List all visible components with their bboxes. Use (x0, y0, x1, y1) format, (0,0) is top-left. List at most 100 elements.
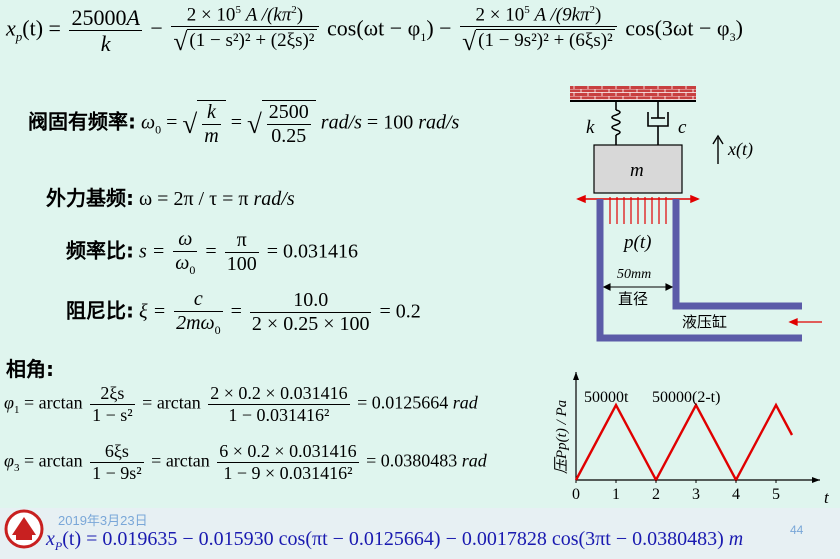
term2-fraction: 2 × 105 A /(kπ2) √ (1 − s²)² + (2ξs)² (171, 4, 319, 57)
natural-freq-result: = 100 (366, 111, 414, 134)
phi3-den1: 1 − 9s² (92, 462, 142, 483)
phi3-symbol: φ (4, 450, 14, 471)
phi1-den2: 1 − 0.031416² (228, 404, 330, 425)
freq-ratio-den1: ω (175, 252, 190, 274)
phi1-arctan-1: arctan (38, 392, 83, 413)
phi3-frac1: 6ξs 1 − 9s² (90, 441, 144, 483)
pt-label: p(t) (622, 232, 651, 253)
diameter-dimension (602, 283, 674, 291)
natural-freq-label: 阀固有频率: (28, 109, 136, 134)
x-tick-label: 5 (772, 486, 780, 503)
y-axis-arrow-icon (573, 372, 579, 380)
term2-den: (1 − s²)² + (2ξs)² (187, 29, 317, 52)
x-tick-label: 1 (612, 486, 620, 503)
damping-num2: 10.0 (249, 289, 372, 314)
eq1-num: k (207, 101, 216, 123)
x-tick-label: 2 (652, 486, 660, 503)
spring-icon (611, 101, 621, 145)
cylinder-label: 液压缸 (682, 313, 727, 331)
force-freq-unit: rad/s (253, 188, 295, 210)
phi1-frac2: 2 × 0.2 × 0.031416 1 − 0.031416² (208, 383, 350, 425)
damping-den1: 2mω (176, 312, 215, 334)
phi1-num1: 2ξs (90, 383, 135, 405)
y-axis-label: 压Pp(t) / Pa (554, 400, 570, 474)
footer-bar (0, 508, 840, 559)
damper-icon (647, 101, 669, 145)
footer-formula-sub: P (54, 539, 63, 553)
annotation-falling: 50000(2-t) (652, 389, 720, 406)
top-formula: xp(t) = 25000A k − 2 × 105 A /(kπ2) √ (1 … (6, 4, 743, 57)
k-label: k (586, 117, 595, 138)
phi3-arctan-1: arctan (38, 450, 83, 471)
ceiling-hatch (570, 86, 696, 100)
phi1-num2: 2 × 0.2 × 0.031416 (208, 383, 350, 405)
footer-formula-x: x (46, 528, 55, 550)
term1-fraction: 25000A k (69, 5, 142, 57)
page-number: 44 (790, 523, 804, 537)
pressure-wave-chart: 0 1 2 3 4 5 t 压Pp(t) / Pa 50000t 50000(2-t) (554, 372, 830, 507)
omega0-symbol: ω (141, 111, 156, 134)
phi1-arctan-2: arctan (156, 392, 201, 413)
x-tick-label: 4 (732, 486, 740, 503)
freq-ratio-num2: π (224, 229, 259, 254)
phi3-line: φ3 = arctan 6ξs 1 − 9s² = arctan 6 × 0.2 … (4, 441, 487, 483)
damping-ratio-line: 阻尼比: ξ = c 2mω0 = 10.0 2 × 0.25 × 100 = 0.… (66, 288, 421, 337)
footer-formula-unit: m (728, 528, 744, 550)
phi3-den2: 1 − 9 × 0.031416² (223, 462, 353, 483)
unit-rad-s-1: rad/s (320, 111, 362, 134)
term3-cos: cos(3ωt − φ (625, 15, 730, 41)
phi1-symbol: φ (4, 392, 14, 413)
damping-ratio-label: 阻尼比: (66, 298, 134, 323)
unit-rad-s-2: rad/s (418, 111, 460, 134)
phi3-unit: rad (461, 450, 487, 471)
sqrt-numeric: √ 2500 0.25 (247, 100, 316, 148)
term3-den: (1 − 9s²)² + (6ξs)² (476, 29, 615, 52)
freq-ratio-frac1: ω ω0 (173, 228, 198, 277)
term3-num-exp: 5 (524, 4, 530, 16)
x-tick-label: 0 (572, 486, 580, 503)
mass-label: m (630, 160, 644, 181)
damping-num1: c (193, 288, 203, 310)
phi3-frac2: 6 × 0.2 × 0.031416 1 − 9 × 0.031416² (217, 441, 359, 483)
force-freq-label: 外力基频: (46, 186, 134, 210)
diameter-label: 直径 (618, 291, 648, 308)
formula-lhs-sub: p (15, 28, 23, 44)
freq-ratio-num1: ω (178, 228, 193, 250)
formula-lhs-arg: (t) (22, 15, 44, 41)
natural-freq-line: 阀固有频率: ω0 = √ k m = √ 2500 0.25 rad/s = 100 … (28, 100, 460, 148)
footer-date: 2019年3月23日 (58, 513, 148, 528)
c-label: c (678, 117, 687, 138)
damping-den2: 2 × 0.25 × 100 (251, 313, 370, 336)
x-up-arrow-icon (712, 134, 724, 164)
phi1-den1: 1 − s² (92, 404, 133, 425)
force-freq-line: 外力基频: ω = 2π / τ = π rad/s (46, 182, 295, 211)
phi1-frac1: 2ξs 1 − s² (90, 383, 135, 425)
freq-ratio-s: s = (139, 240, 166, 263)
pressure-series-line (574, 402, 794, 483)
term2-num-rest: A /(kπ (245, 4, 292, 26)
mass-spring-diagram: k c m x(t) p(t) 50mm 直径 液压缸 (570, 86, 822, 342)
freq-ratio-den2: 100 (226, 253, 257, 276)
damping-frac1: c 2mω0 (174, 288, 223, 337)
annotation-rising: 50000t (584, 389, 629, 406)
formula-lhs: x (6, 15, 16, 41)
term1-den: k (100, 30, 111, 56)
term2-num-exp: 5 (235, 4, 241, 16)
x-axis-label: t (824, 488, 830, 507)
term3-num: 2 × 10 (475, 4, 525, 26)
damping-result: = 0.2 (379, 300, 421, 323)
phi3-arctan-2: arctan (165, 450, 210, 471)
eq2-num: 2500 (266, 101, 311, 125)
phi1-line: φ1 = arctan 2ξs 1 − s² = arctan 2 × 0.2 ×… (4, 383, 478, 425)
term3-num-rest: A /(9kπ (534, 4, 590, 26)
university-logo-icon (4, 509, 44, 549)
freq-ratio-result: = 0.031416 (266, 240, 358, 263)
eq2-den: 0.25 (271, 125, 307, 147)
term2-cos: cos(ωt − φ (327, 15, 421, 41)
xt-label: x(t) (727, 139, 753, 160)
sqrt-k-over-m: √ k m (182, 100, 226, 148)
phi3-num2: 6 × 0.2 × 0.031416 (217, 441, 359, 463)
footer-formula-rest: (t) = 0.019635 − 0.015930 cos(πt − 0.012… (62, 528, 724, 550)
x-axis-arrow-icon (812, 477, 820, 483)
eq1-den: m (204, 125, 219, 147)
